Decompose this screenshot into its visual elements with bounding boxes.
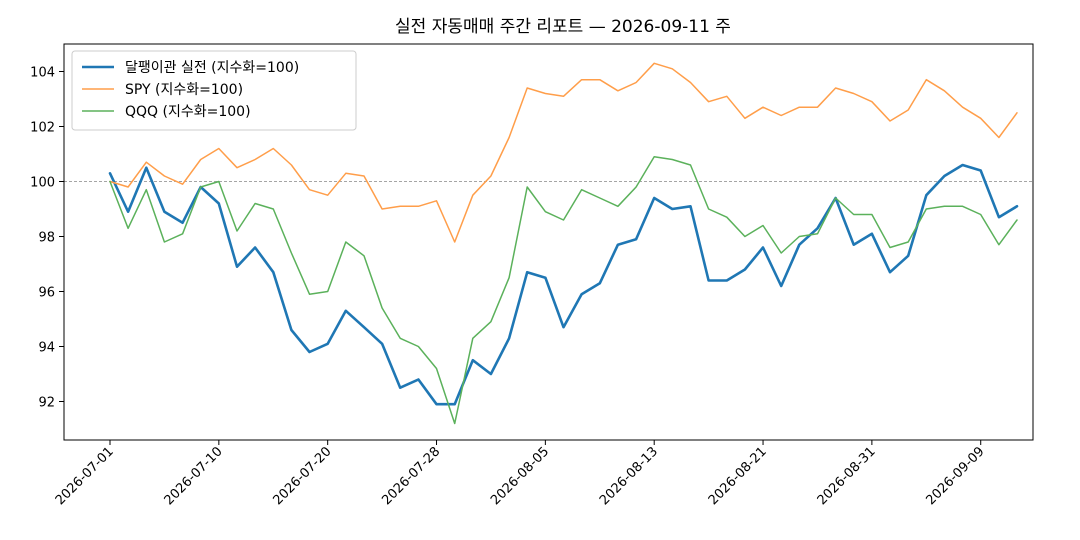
legend: 달팽이관 실전 (지수화=100) SPY (지수화=100) QQQ (지수화=1… [71, 50, 357, 131]
x-tick-label-7: 2026-08-31 [815, 444, 879, 508]
y-tick-label-96: 96 [38, 286, 55, 301]
legend-label-0: 달팽이관 실전 (지수화=100) [125, 60, 299, 76]
chart-title: 실전 자동매매 주간 리포트 — 2026-09-11 주 [395, 17, 731, 37]
plot-frame [63, 43, 1034, 441]
y-tick-label-102: 102 [30, 121, 55, 136]
y-tick-label-94: 94 [38, 341, 55, 356]
series-layer [108, 62, 1019, 425]
y-tick-label-92: 92 [38, 396, 55, 411]
series-line-2 [109, 155, 1018, 425]
x-tick-label-0: 2026-07-01 [53, 444, 117, 508]
x-tick-label-3: 2026-07-28 [379, 444, 443, 508]
legend-label-1: SPY (지수화=100) [125, 82, 243, 98]
legend-box [71, 50, 357, 131]
y-tick-label-104: 104 [30, 66, 55, 81]
y-tick-label-98: 98 [38, 231, 55, 246]
y-tick-label-100: 100 [30, 176, 55, 191]
x-tick-label-4: 2026-08-05 [488, 444, 552, 508]
x-tick-label-6: 2026-08-21 [706, 444, 770, 508]
series-line-0 [108, 163, 1019, 406]
x-tick-label-8: 2026-09-09 [924, 444, 988, 508]
x-tick-label-1: 2026-07-10 [162, 444, 226, 508]
x-tick-label-5: 2026-08-13 [597, 444, 661, 508]
series-line-1 [109, 62, 1018, 243]
x-tick-label-2: 2026-07-20 [270, 444, 334, 508]
legend-label-2: QQQ (지수화=100) [125, 104, 251, 120]
